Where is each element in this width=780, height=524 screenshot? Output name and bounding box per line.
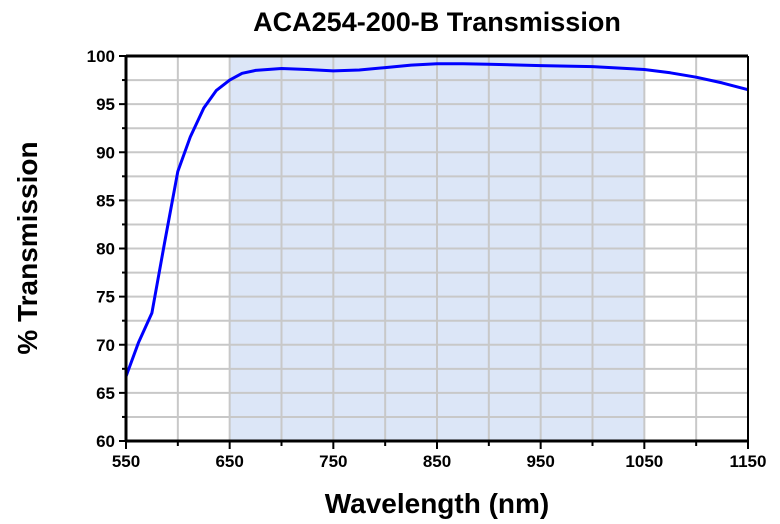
y-tick-label: 60 (96, 432, 115, 451)
x-tick-label: 1050 (625, 452, 663, 471)
y-axis-label: % Transmission (12, 141, 43, 354)
y-tick-label: 75 (96, 288, 115, 307)
x-tick-label: 1150 (730, 452, 767, 471)
y-tick-label: 70 (96, 336, 115, 355)
x-tick-label: 550 (112, 452, 140, 471)
x-tick-label: 750 (319, 452, 347, 471)
transmission-curve (124, 62, 749, 378)
x-tick-label: 650 (215, 452, 243, 471)
y-tick-label: 65 (96, 384, 115, 403)
y-tick-label: 80 (96, 240, 115, 259)
x-tick-label: 950 (526, 452, 554, 471)
y-tick-label: 85 (96, 191, 115, 210)
y-tick-label: 90 (96, 143, 115, 162)
y-tick-label: 95 (96, 95, 115, 114)
y-tick-label: 100 (87, 47, 115, 66)
x-axis-label: Wavelength (nm) (325, 488, 550, 519)
chart-title: ACA254-200-B Transmission (253, 7, 621, 37)
x-tick-label: 850 (423, 452, 451, 471)
